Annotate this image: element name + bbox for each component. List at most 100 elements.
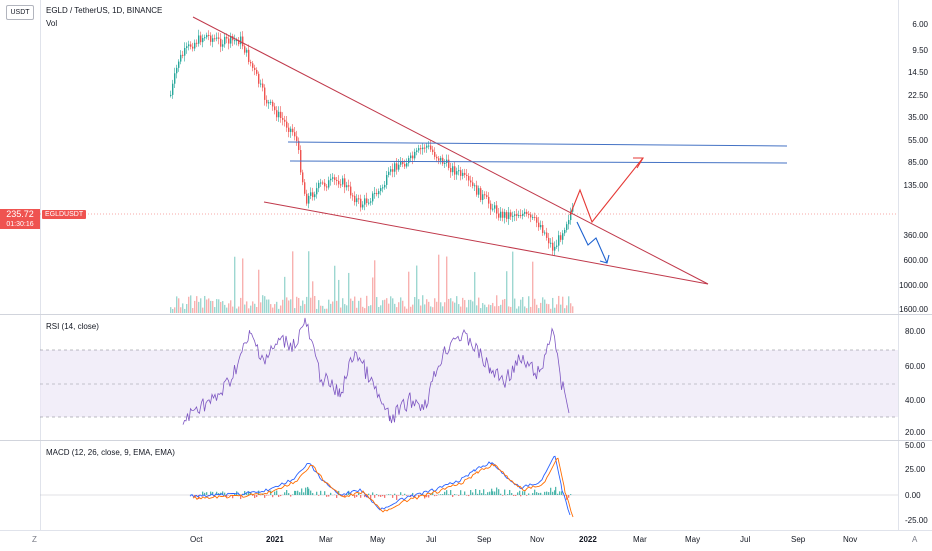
price-candle xyxy=(454,166,455,174)
volume-bar xyxy=(190,295,191,313)
price-candle xyxy=(398,165,399,170)
price-candle xyxy=(306,194,307,204)
macd-histogram-bar xyxy=(487,492,488,495)
price-candle xyxy=(260,84,261,85)
volume-bar xyxy=(316,309,317,313)
price-candle xyxy=(416,150,417,151)
volume-bar xyxy=(208,298,209,313)
volume-bar xyxy=(274,304,275,313)
volume-bar xyxy=(280,306,281,313)
macd-tick: 50.00 xyxy=(905,441,925,450)
price-candle xyxy=(276,110,277,117)
price-candle xyxy=(350,187,351,196)
macd-histogram-bar xyxy=(454,494,455,495)
price-candle xyxy=(336,180,337,181)
price-candle xyxy=(378,191,379,194)
macd-histogram-bar xyxy=(494,492,495,495)
volume-bar xyxy=(372,277,373,313)
macd-histogram-bar xyxy=(555,487,556,495)
macd-histogram-bar xyxy=(326,495,327,497)
volume-bar xyxy=(508,306,509,313)
price-candle xyxy=(546,233,547,238)
volume-bar xyxy=(548,304,549,313)
volume-bar xyxy=(554,308,555,313)
price-candle xyxy=(396,163,397,169)
volume-bar xyxy=(462,298,463,313)
macd-histogram-bar xyxy=(460,490,461,495)
macd-histogram-bar xyxy=(344,495,345,497)
log-scale-toggle[interactable]: Z xyxy=(32,535,37,544)
volume-bar xyxy=(516,309,517,313)
volume-bar xyxy=(526,308,527,313)
volume-bar xyxy=(418,299,419,313)
auto-scale-toggle[interactable]: A xyxy=(912,535,917,544)
price-candle xyxy=(344,178,345,187)
price-candle xyxy=(356,198,357,202)
price-candle xyxy=(538,223,539,227)
macd-histogram-bar xyxy=(312,493,313,495)
macd-histogram-bar xyxy=(524,491,525,495)
price-candle xyxy=(510,212,511,216)
volume-bar xyxy=(250,306,251,313)
volume-bar xyxy=(426,299,427,313)
volume-bar xyxy=(284,277,285,313)
price-candle xyxy=(426,146,427,148)
macd-histogram-bar xyxy=(440,494,441,495)
macd-histogram-bar xyxy=(354,495,355,498)
macd-histogram-bar xyxy=(303,492,304,495)
volume-bar xyxy=(292,251,293,313)
resistance-line-upper xyxy=(288,142,787,146)
macd-histogram-bar xyxy=(380,495,381,497)
volume-bar xyxy=(470,300,471,313)
macd-histogram-bar xyxy=(492,491,493,495)
macd-histogram-bar xyxy=(522,491,523,495)
price-candle xyxy=(222,44,223,46)
price-candle xyxy=(386,175,387,185)
price-candle xyxy=(488,197,489,204)
price-candle xyxy=(458,170,459,171)
volume-bar xyxy=(532,262,533,313)
price-tick: 135.00 xyxy=(890,181,928,190)
volume-bar xyxy=(286,297,287,313)
volume-bar xyxy=(326,309,327,313)
macd-histogram-bar xyxy=(442,494,443,495)
macd-histogram-bar xyxy=(513,495,514,496)
price-candle xyxy=(540,225,541,227)
price-candle xyxy=(438,158,439,160)
volume-bar xyxy=(260,302,261,313)
volume-bar xyxy=(550,309,551,313)
macd-histogram-bar xyxy=(368,494,369,495)
volume-bar xyxy=(196,296,197,313)
volume-bar xyxy=(230,300,231,313)
price-candle xyxy=(178,62,179,68)
macd-histogram-bar xyxy=(228,495,229,496)
volume-bar xyxy=(552,298,553,313)
currency-button[interactable]: USDT xyxy=(6,5,34,20)
price-candle xyxy=(370,201,371,202)
volume-bar xyxy=(328,300,329,313)
price-candle xyxy=(226,37,227,39)
macd-histogram-bar xyxy=(570,494,571,495)
volume-bar xyxy=(214,307,215,313)
volume-bar xyxy=(268,299,269,313)
volume-bar xyxy=(272,308,273,313)
volume-bar xyxy=(406,309,407,313)
volume-bar xyxy=(278,309,279,313)
price-candle xyxy=(504,212,505,218)
volume-bar xyxy=(314,296,315,313)
price-tick: 1000.00 xyxy=(890,281,928,290)
volume-bar xyxy=(222,301,223,313)
upper-trendline xyxy=(193,17,708,284)
price-candle xyxy=(492,209,493,210)
macd-histogram-bar xyxy=(301,488,302,495)
price-candle xyxy=(354,196,355,202)
price-candle xyxy=(264,88,265,100)
price-candle xyxy=(244,46,245,52)
price-candle xyxy=(388,172,389,175)
price-candle xyxy=(516,214,517,216)
volume-bar xyxy=(324,309,325,313)
price-candle xyxy=(478,188,479,195)
volume-bar xyxy=(500,305,501,313)
price-candle xyxy=(566,224,567,230)
price-tick: 600.00 xyxy=(890,256,928,265)
